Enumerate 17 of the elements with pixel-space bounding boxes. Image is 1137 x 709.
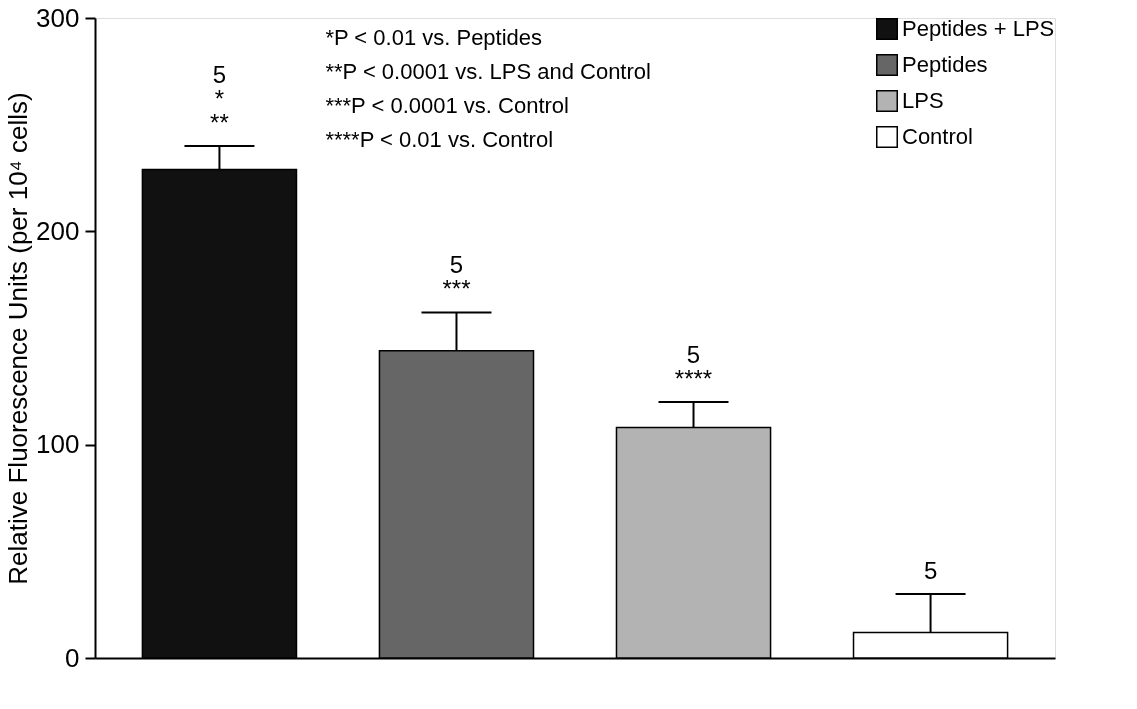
annotation: 5 *** bbox=[442, 251, 471, 303]
y-axis-title: Relative Fluorescence Units (per 10⁴ cells) bbox=[3, 92, 34, 585]
legend-label: Peptides + LPS bbox=[902, 16, 1055, 41]
annotation: 5 * ** bbox=[210, 61, 229, 136]
y-tick-label: 0 bbox=[65, 642, 80, 673]
annotation: 5 **** bbox=[674, 341, 713, 392]
annotation: 5 bbox=[923, 557, 938, 584]
legend-label: Peptides bbox=[902, 52, 988, 77]
annotation: ***P < 0.0001 vs. Control bbox=[325, 93, 569, 118]
annotation: **P < 0.0001 vs. LPS and Control bbox=[325, 59, 651, 84]
y-tick-label: 300 bbox=[36, 2, 80, 33]
y-tick-label: 200 bbox=[36, 215, 80, 246]
legend-label: Control bbox=[902, 124, 973, 149]
annotation: ****P < 0.01 vs. Control bbox=[325, 127, 554, 152]
y-tick-label: 100 bbox=[36, 429, 80, 460]
annotation: *P < 0.01 vs. Peptides bbox=[325, 25, 543, 50]
legend-label: LPS bbox=[902, 88, 944, 113]
